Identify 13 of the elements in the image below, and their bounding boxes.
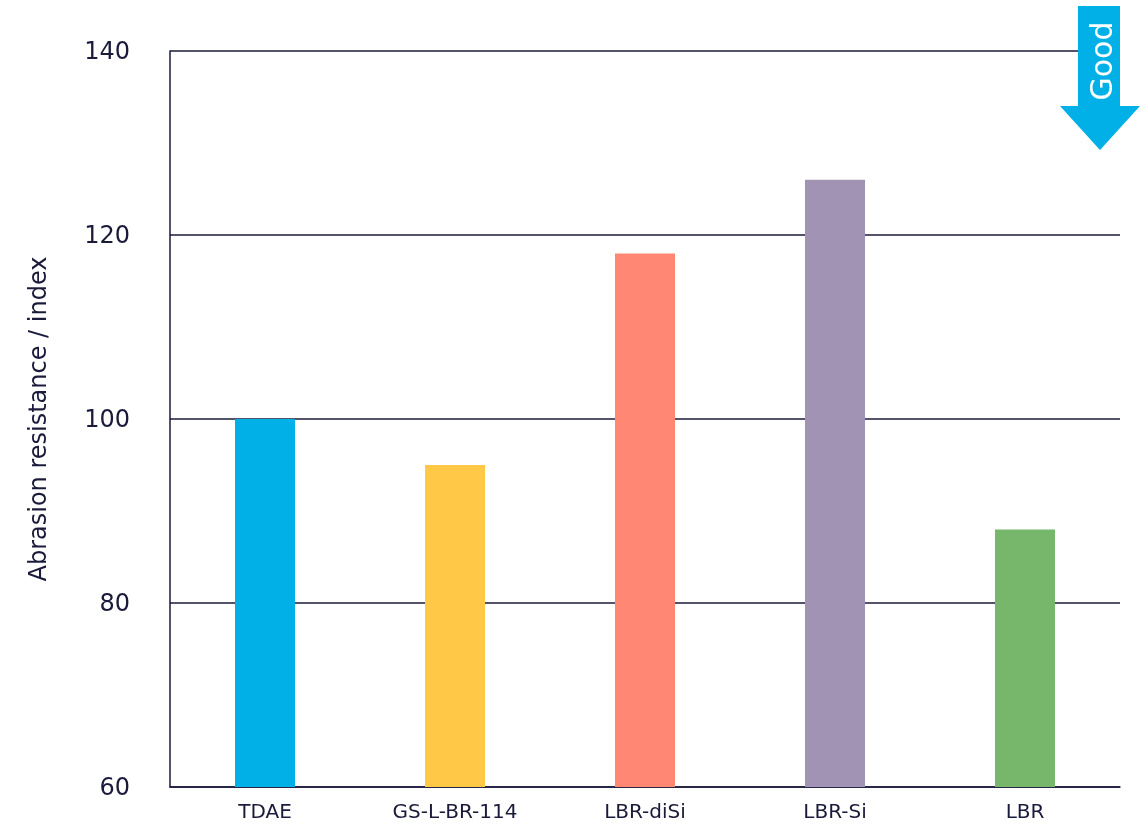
y-tick-label: 100 [84, 405, 130, 433]
y-axis-title: Abrasion resistance / index [24, 256, 52, 582]
x-tick-label: GS-L-BR-114 [392, 799, 518, 823]
arrow-icon: Good [1060, 6, 1140, 150]
y-tick-label: 80 [99, 589, 130, 617]
x-tick-label: LBR-diSi [604, 799, 686, 823]
annotation: Good [1084, 21, 1119, 101]
x-tick-label: LBR-Si [803, 799, 867, 823]
y-tick-label: 140 [84, 37, 130, 65]
y-tick-label: 60 [99, 773, 130, 801]
x-tick-label: LBR [1005, 799, 1045, 823]
x-tick-label: TDAE [237, 799, 292, 823]
y-tick-label: 120 [84, 221, 130, 249]
